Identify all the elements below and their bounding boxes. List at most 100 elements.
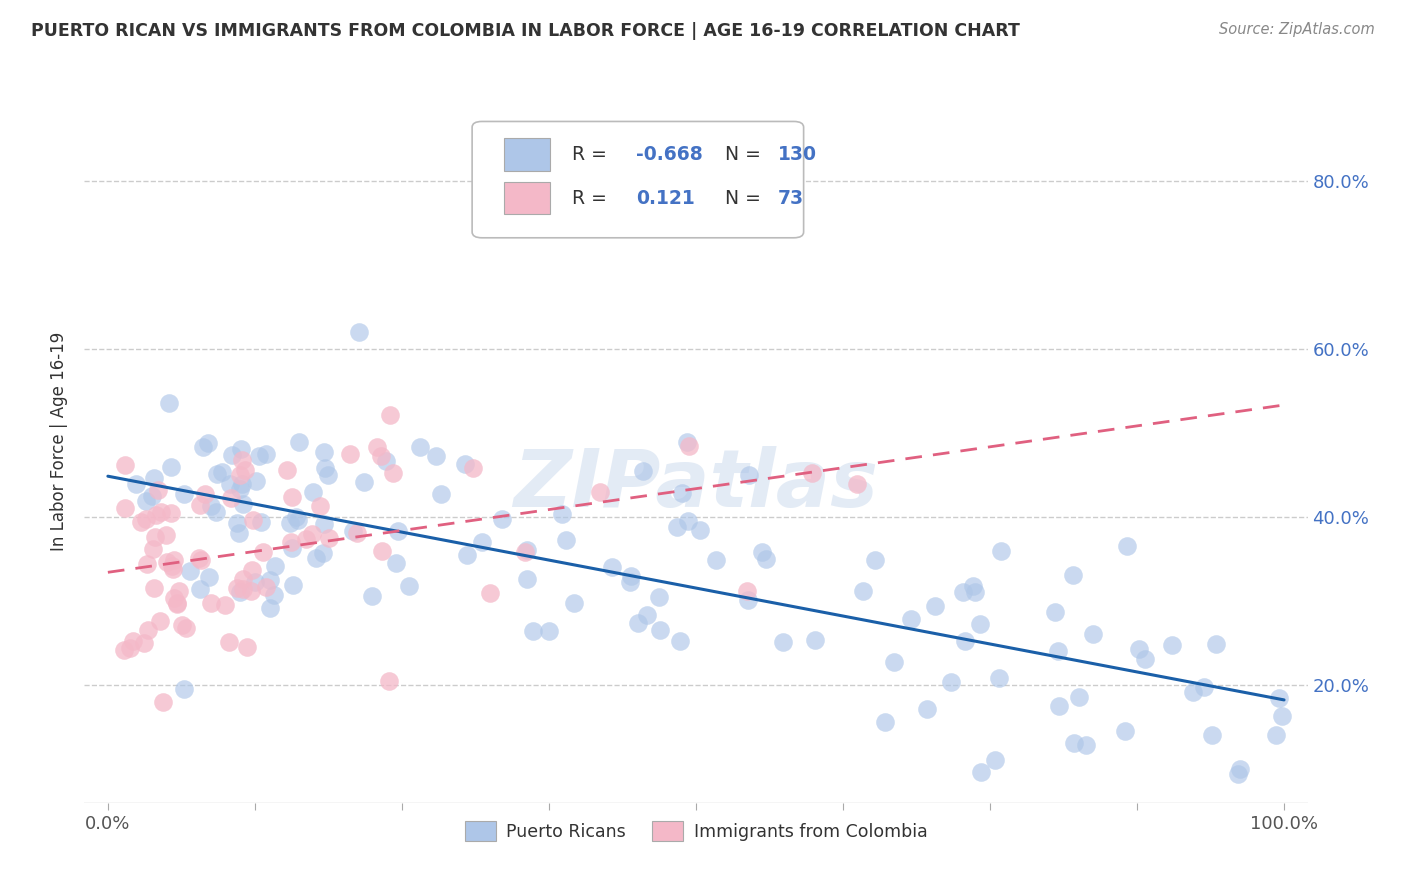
Point xyxy=(339,447,361,461)
Point xyxy=(516,543,538,558)
Point xyxy=(370,449,392,463)
Point xyxy=(342,524,364,538)
Point xyxy=(1062,567,1084,582)
Point xyxy=(162,562,184,576)
Point xyxy=(188,499,211,513)
Point xyxy=(229,482,252,496)
Text: R =: R = xyxy=(572,145,613,164)
Point xyxy=(135,512,157,526)
Point xyxy=(218,634,240,648)
Point xyxy=(114,458,136,473)
Point xyxy=(425,450,447,464)
Point xyxy=(845,476,868,491)
Point xyxy=(205,467,228,481)
Point xyxy=(114,501,136,516)
Point xyxy=(1047,698,1070,713)
Point xyxy=(240,563,263,577)
Legend: Puerto Ricans, Immigrants from Colombia: Puerto Ricans, Immigrants from Colombia xyxy=(457,814,935,848)
Point xyxy=(1271,708,1294,723)
Point xyxy=(516,573,538,587)
Point xyxy=(382,467,405,481)
Point xyxy=(141,489,163,503)
Point xyxy=(689,524,711,538)
Point xyxy=(305,551,328,566)
Point xyxy=(197,436,219,450)
Point xyxy=(398,578,420,592)
Point xyxy=(190,582,212,597)
Point xyxy=(200,499,222,513)
Point xyxy=(346,526,368,541)
Point xyxy=(900,612,922,626)
Point xyxy=(666,520,689,534)
Point xyxy=(1116,539,1139,553)
Point xyxy=(409,440,432,454)
Point xyxy=(551,507,574,521)
Point xyxy=(969,616,991,631)
Point xyxy=(225,516,247,530)
Point xyxy=(883,655,905,669)
Point xyxy=(221,491,243,506)
Point xyxy=(1074,739,1097,753)
Text: R =: R = xyxy=(572,188,613,208)
Point xyxy=(254,447,277,461)
Point xyxy=(852,584,875,599)
Point xyxy=(589,485,612,500)
Point xyxy=(671,486,693,500)
Point xyxy=(378,674,401,689)
Point xyxy=(281,578,304,592)
Point xyxy=(1114,724,1136,739)
Point xyxy=(620,569,643,583)
Point xyxy=(232,573,254,587)
Point xyxy=(538,624,561,638)
Point xyxy=(366,440,388,454)
Point xyxy=(349,325,371,339)
Text: ZIPatlas: ZIPatlas xyxy=(513,446,879,524)
Point xyxy=(924,599,946,613)
Point xyxy=(112,643,135,657)
Point xyxy=(314,444,336,458)
Point xyxy=(214,598,236,612)
Point xyxy=(198,570,221,584)
Point xyxy=(678,514,700,528)
Point xyxy=(353,475,375,490)
Point xyxy=(965,585,987,599)
Point xyxy=(160,507,183,521)
Point xyxy=(737,593,759,607)
Point xyxy=(316,468,339,483)
Point xyxy=(221,448,243,462)
Point xyxy=(515,545,537,559)
Point xyxy=(240,584,263,599)
Point xyxy=(1067,690,1090,704)
Point xyxy=(167,584,190,599)
Point xyxy=(284,509,307,524)
Point xyxy=(626,616,648,631)
Text: 73: 73 xyxy=(778,188,804,208)
Point xyxy=(252,544,274,558)
Point xyxy=(242,512,264,526)
Point xyxy=(190,553,212,567)
Point xyxy=(247,449,270,463)
Point xyxy=(751,544,773,558)
Point xyxy=(1265,728,1288,742)
Point xyxy=(254,580,277,594)
Point xyxy=(600,560,623,574)
Point xyxy=(211,465,233,479)
Point xyxy=(562,597,585,611)
Point xyxy=(191,440,214,454)
Point xyxy=(631,464,654,478)
Point xyxy=(704,553,727,567)
Point xyxy=(259,601,281,615)
Point xyxy=(863,552,886,566)
FancyBboxPatch shape xyxy=(503,182,550,214)
Point xyxy=(1043,605,1066,619)
Point xyxy=(619,575,641,590)
Point xyxy=(163,591,186,606)
Point xyxy=(281,491,304,505)
Point xyxy=(952,585,974,599)
Point xyxy=(1135,652,1157,666)
Point xyxy=(385,556,408,570)
Point xyxy=(1201,728,1223,742)
Point xyxy=(1047,644,1070,658)
Point xyxy=(650,623,672,637)
Point xyxy=(471,535,494,549)
